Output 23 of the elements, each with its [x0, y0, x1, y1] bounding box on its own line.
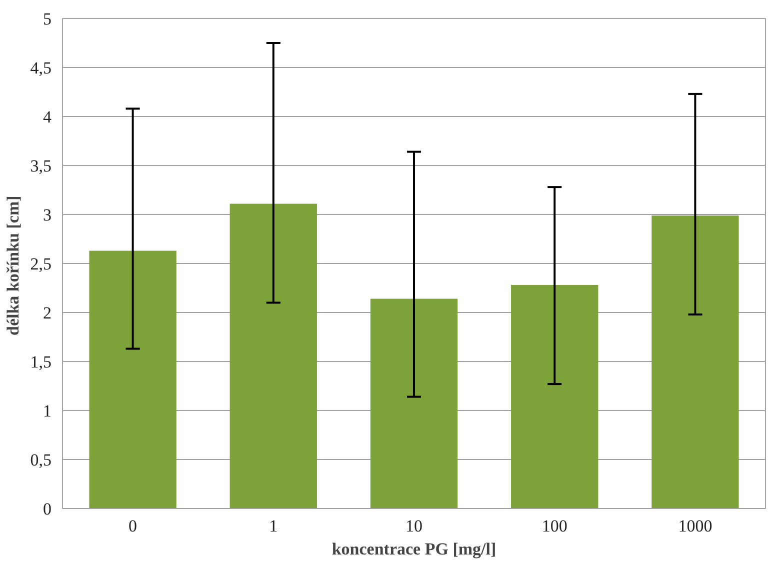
y-tick-label: 0,5 [30, 450, 52, 470]
y-tick-label: 1 [43, 402, 52, 420]
bar [652, 215, 739, 508]
x-axis-title: koncentrace PG [mg/l] [332, 540, 496, 558]
bar [89, 250, 176, 508]
x-tick-label: 10 [406, 516, 422, 536]
y-tick-label: 3 [43, 206, 52, 224]
x-tick-label: 100 [542, 516, 568, 536]
bar [230, 204, 317, 508]
y-tick-label: 2,5 [30, 254, 52, 274]
y-tick-label: 0 [43, 500, 52, 518]
x-tick-label: 1000 [678, 516, 712, 536]
x-tick-label: 1 [269, 516, 278, 536]
y-tick-label: 3,5 [30, 156, 52, 176]
y-tick-label: 4 [43, 108, 52, 126]
bar [511, 285, 598, 508]
y-tick-label: 4,5 [30, 58, 52, 78]
y-tick-label: 1,5 [30, 352, 52, 372]
y-tick-label: 2 [43, 304, 52, 322]
y-tick-label: 5 [43, 10, 52, 28]
y-axis-title: délka kořínku [cm] [3, 196, 22, 336]
bar [370, 298, 458, 508]
x-tick-label: 0 [128, 516, 138, 536]
